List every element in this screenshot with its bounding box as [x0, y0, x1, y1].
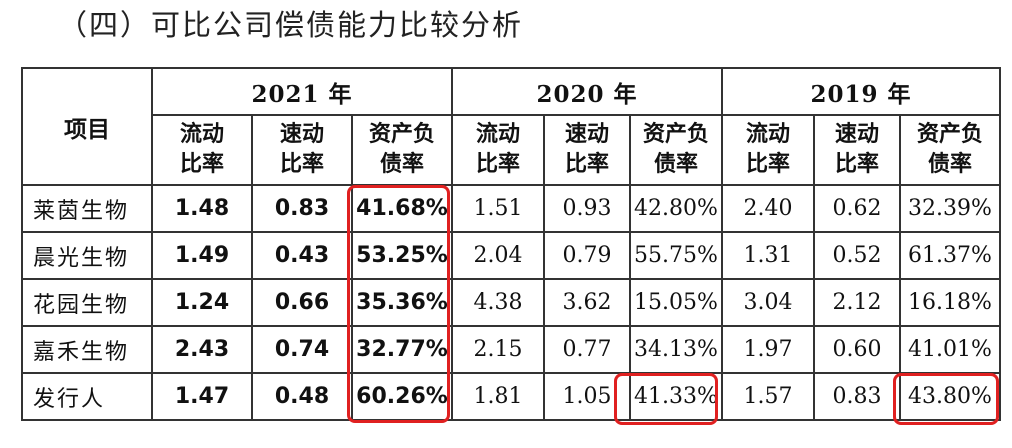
- metric-header-line: 流动: [475, 122, 520, 147]
- value-cell-quick-ratio-2021: 0.66: [251, 278, 353, 327]
- year-header-2020: 2020 年: [451, 67, 723, 116]
- value-cell-current-ratio-2021: 1.47: [151, 372, 253, 421]
- value-cell-quick-ratio-2020: 1.05: [543, 372, 631, 421]
- value-cell-debt-ratio-2021: 60.26%: [351, 372, 453, 421]
- year-header-row: 项目 2021 年 2020 年 2019 年: [21, 67, 1001, 186]
- value-cell-quick-ratio-2020: 3.62: [543, 278, 631, 327]
- value-cell-quick-ratio-2020: 0.93: [543, 184, 631, 233]
- value-cell-debt-ratio-2021: 41.68%: [351, 184, 453, 233]
- value-cell-current-ratio-2019: 2.40: [721, 184, 815, 233]
- value-cell-quick-ratio-2020: 0.79: [543, 231, 631, 280]
- value-cell-debt-ratio-2019: 32.39%: [899, 184, 1001, 233]
- company-name: 花园生物: [21, 278, 153, 327]
- value-cell-current-ratio-2021: 1.49: [151, 231, 253, 280]
- metric-header-line: 比率: [834, 152, 879, 177]
- value-cell-quick-ratio-2019: 0.83: [813, 372, 901, 421]
- metric-header-quick-ratio-2019: 速动 比率: [813, 114, 901, 186]
- metric-header-line: 速动: [279, 122, 324, 147]
- value-cell-debt-ratio-2021: 35.36%: [351, 278, 453, 327]
- metric-header-line: 资产负: [916, 122, 983, 147]
- value-cell-quick-ratio-2019: 2.12: [813, 278, 901, 327]
- value-cell-current-ratio-2020: 1.51: [451, 184, 545, 233]
- metric-header-line: 比率: [475, 152, 520, 177]
- table-body: 莱茵生物 1.48 0.83 41.68% 1.51 0.93 42.80% 2.40 0.62…: [21, 184, 1001, 421]
- table-row: 花园生物 1.24 0.66 35.36% 4.38 3.62 15.05% 3.04 2.12…: [21, 278, 1001, 327]
- value-cell-quick-ratio-2021: 0.43: [251, 231, 353, 280]
- table-row: 嘉禾生物 2.43 0.74 32.77% 2.15 0.77 34.13% 1.97 0.60…: [21, 325, 1001, 374]
- value-cell-debt-ratio-2019: 16.18%: [899, 278, 1001, 327]
- value-cell-current-ratio-2019: 1.57: [721, 372, 815, 421]
- value-cell-debt-ratio-2020: 55.75%: [629, 231, 723, 280]
- metric-header-debt-ratio-2019: 资产负 债率: [899, 114, 1001, 186]
- value-cell-current-ratio-2020: 2.04: [451, 231, 545, 280]
- metric-header-line: 流动: [179, 122, 224, 147]
- metric-header-line: 流动: [745, 122, 790, 147]
- metric-header-debt-ratio-2021: 资产负 债率: [351, 114, 453, 186]
- metric-header-line: 比率: [279, 152, 324, 177]
- value-cell-quick-ratio-2021: 0.48: [251, 372, 353, 421]
- value-cell-quick-ratio-2019: 0.52: [813, 231, 901, 280]
- value-cell-current-ratio-2019: 1.31: [721, 231, 815, 280]
- solvency-comparison-table: 项目 2021 年 2020 年 2019 年 流动 比率 速动 比率 资产负 债率 流动比…: [21, 67, 1001, 421]
- table-row: 莱茵生物 1.48 0.83 41.68% 1.51 0.93 42.80% 2.40 0.62…: [21, 184, 1001, 233]
- year-header-2019: 2019 年: [721, 67, 1001, 116]
- value-cell-debt-ratio-2021: 53.25%: [351, 231, 453, 280]
- metric-header-line: 资产负: [368, 122, 435, 147]
- value-cell-current-ratio-2021: 2.43: [151, 325, 253, 374]
- value-cell-debt-ratio-2019: 43.80%: [899, 372, 1001, 421]
- value-cell-debt-ratio-2021: 32.77%: [351, 325, 453, 374]
- metric-header-quick-ratio-2021: 速动 比率: [251, 114, 353, 186]
- value-cell-current-ratio-2019: 3.04: [721, 278, 815, 327]
- value-cell-current-ratio-2021: 1.48: [151, 184, 253, 233]
- metric-header-line: 债率: [653, 152, 698, 177]
- metric-header-line: 比率: [179, 152, 224, 177]
- company-name: 莱茵生物: [21, 184, 153, 233]
- value-cell-debt-ratio-2019: 61.37%: [899, 231, 1001, 280]
- value-cell-debt-ratio-2020: 15.05%: [629, 278, 723, 327]
- metric-header-line: 速动: [564, 122, 609, 147]
- project-header: 项目: [21, 67, 153, 186]
- value-cell-quick-ratio-2020: 0.77: [543, 325, 631, 374]
- metric-header-line: 资产负: [642, 122, 709, 147]
- metric-header-line: 债率: [379, 152, 424, 177]
- metric-header-debt-ratio-2020: 资产负 债率: [629, 114, 723, 186]
- value-cell-current-ratio-2020: 4.38: [451, 278, 545, 327]
- table-row: 发行人 1.47 0.48 60.26% 1.81 1.05 41.33% 1.57 0.83 4…: [21, 372, 1001, 421]
- year-header-2021: 2021 年: [151, 67, 453, 116]
- metric-header-row: 流动 比率 速动 比率 资产负 债率 流动 比率 速动 比率 资产负 债率 流动 比率 速动 比率 资产负 债率: [22, 114, 1001, 186]
- company-name: 嘉禾生物: [21, 325, 153, 374]
- value-cell-debt-ratio-2020: 34.13%: [629, 325, 723, 374]
- metric-header-current-ratio-2019: 流动 比率: [721, 114, 815, 186]
- value-cell-quick-ratio-2021: 0.74: [251, 325, 353, 374]
- section-heading: （四）可比公司偿债能力比较分析: [58, 8, 524, 42]
- metric-header-line: 比率: [564, 152, 609, 177]
- value-cell-debt-ratio-2019: 41.01%: [899, 325, 1001, 374]
- company-name: 晨光生物: [21, 231, 153, 280]
- metric-header-current-ratio-2021: 流动 比率: [151, 114, 253, 186]
- value-cell-quick-ratio-2019: 0.62: [813, 184, 901, 233]
- company-name: 发行人: [21, 372, 153, 421]
- metric-header-line: 速动: [834, 122, 879, 147]
- metric-header-line: 债率: [927, 152, 972, 177]
- value-cell-current-ratio-2020: 1.81: [451, 372, 545, 421]
- value-cell-debt-ratio-2020: 41.33%: [629, 372, 723, 421]
- metric-header-line: 比率: [745, 152, 790, 177]
- value-cell-quick-ratio-2021: 0.83: [251, 184, 353, 233]
- value-cell-debt-ratio-2020: 42.80%: [629, 184, 723, 233]
- value-cell-quick-ratio-2019: 0.60: [813, 325, 901, 374]
- table-row: 晨光生物 1.49 0.43 53.25% 2.04 0.79 55.75% 1.31 0.52…: [21, 231, 1001, 280]
- metric-header-current-ratio-2020: 流动 比率: [451, 114, 545, 186]
- value-cell-current-ratio-2021: 1.24: [151, 278, 253, 327]
- metric-header-quick-ratio-2020: 速动 比率: [543, 114, 631, 186]
- value-cell-current-ratio-2020: 2.15: [451, 325, 545, 374]
- value-cell-current-ratio-2019: 1.97: [721, 325, 815, 374]
